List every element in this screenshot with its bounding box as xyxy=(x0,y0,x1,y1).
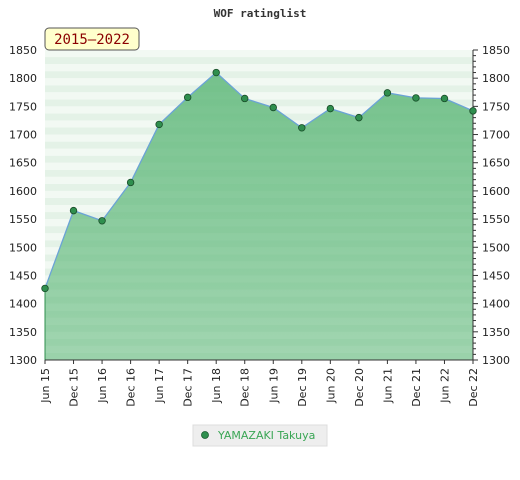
y-tick-label-right: 1450 xyxy=(482,269,510,282)
x-tick-label: Dec 21 xyxy=(410,368,423,407)
background-band xyxy=(45,78,473,86)
y-tick-label-left: 1850 xyxy=(9,44,37,57)
legend-marker xyxy=(201,431,209,439)
x-tick-label: Jun 15 xyxy=(39,368,52,404)
background-band xyxy=(45,71,473,79)
legend-label: YAMAZAKI Takuya xyxy=(217,429,315,442)
legend[interactable]: YAMAZAKI Takuya xyxy=(192,424,328,447)
y-tick-label-left: 1550 xyxy=(9,213,37,226)
data-point xyxy=(98,217,106,225)
y-tick-label-left: 1800 xyxy=(9,72,37,85)
x-tick-label: Dec 18 xyxy=(239,368,252,407)
background-band xyxy=(45,57,473,65)
y-tick-label-left: 1400 xyxy=(9,298,37,311)
x-axis: Jun 15 Dec 15 Jun 16 Dec 16 Jun 17 Dec 17 Jun … xyxy=(39,359,480,407)
data-point xyxy=(355,113,363,122)
data-point xyxy=(326,104,335,113)
y-tick-label-right: 1500 xyxy=(482,241,510,254)
y-tick-label-left: 1500 xyxy=(9,241,37,254)
data-point xyxy=(155,120,163,129)
x-tick-label: Dec 15 xyxy=(68,368,81,407)
x-tick-label: Dec 16 xyxy=(125,368,138,407)
area-fill xyxy=(45,72,473,360)
y-tick-label-left: 1600 xyxy=(9,185,37,198)
series-line xyxy=(44,71,474,289)
y-tick-label-right: 1600 xyxy=(482,185,510,198)
x-tick-label: Jun 22 xyxy=(438,368,451,404)
y-tick-label-left: 1650 xyxy=(9,157,37,170)
x-tick-label: Jun 20 xyxy=(324,368,337,404)
data-point xyxy=(41,284,49,293)
x-tick-label: Dec 19 xyxy=(296,368,309,407)
data-point xyxy=(241,94,249,103)
y-tick-label-left: 1300 xyxy=(9,354,37,367)
y-tick-label-right: 1400 xyxy=(482,298,510,311)
y-tick-label-left: 1750 xyxy=(9,100,37,113)
background-band xyxy=(45,64,473,72)
x-tick-label: Jun 17 xyxy=(153,368,166,404)
y-tick-label-left: 1450 xyxy=(9,269,37,282)
background-band xyxy=(45,92,473,100)
y-axis-right: 1300 1350 1400 1450 1500 1550 1600 1650 1700 1750… xyxy=(472,44,510,367)
data-point xyxy=(440,94,449,103)
x-tick-label: Jun 16 xyxy=(96,368,109,404)
x-tick-label: Jun 19 xyxy=(267,368,280,404)
data-point xyxy=(383,89,392,97)
data-point xyxy=(298,124,306,132)
x-tick-label: Dec 20 xyxy=(353,368,366,407)
background-band xyxy=(45,50,473,58)
x-tick-label: Jun 18 xyxy=(210,368,223,404)
y-axis-left: 1300 1350 1400 1450 1500 1550 1600 1650 1700 1750… xyxy=(9,44,37,367)
background-band xyxy=(45,85,473,93)
y-tick-label-right: 1700 xyxy=(482,129,510,142)
y-tick-label-right: 1300 xyxy=(482,354,510,367)
data-point xyxy=(69,206,78,215)
y-tick-label-right: 1750 xyxy=(482,100,510,113)
y-tick-label-right: 1550 xyxy=(482,213,510,226)
x-tick-label: Dec 22 xyxy=(467,368,480,407)
area-layer xyxy=(44,71,474,360)
y-tick-label-right: 1850 xyxy=(482,44,510,57)
x-tick-label: Dec 17 xyxy=(182,368,195,407)
period-badge: 2015–2022 xyxy=(44,27,140,51)
y-tick-label-left: 1350 xyxy=(9,326,37,339)
period-badge-text: 2015–2022 xyxy=(54,32,130,48)
data-point xyxy=(212,68,220,77)
data-points xyxy=(41,68,477,293)
y-tick-label-left: 1700 xyxy=(9,129,37,142)
chart-title: WOF ratinglist xyxy=(214,7,307,20)
data-point xyxy=(126,178,135,187)
y-tick-label-right: 1350 xyxy=(482,326,510,339)
data-point xyxy=(269,103,277,112)
data-point xyxy=(183,93,192,102)
y-tick-label-right: 1650 xyxy=(482,157,510,170)
data-point xyxy=(469,107,477,115)
y-tick-label-right: 1800 xyxy=(482,72,510,85)
x-tick-label: Jun 21 xyxy=(381,368,394,404)
data-point xyxy=(412,94,420,102)
